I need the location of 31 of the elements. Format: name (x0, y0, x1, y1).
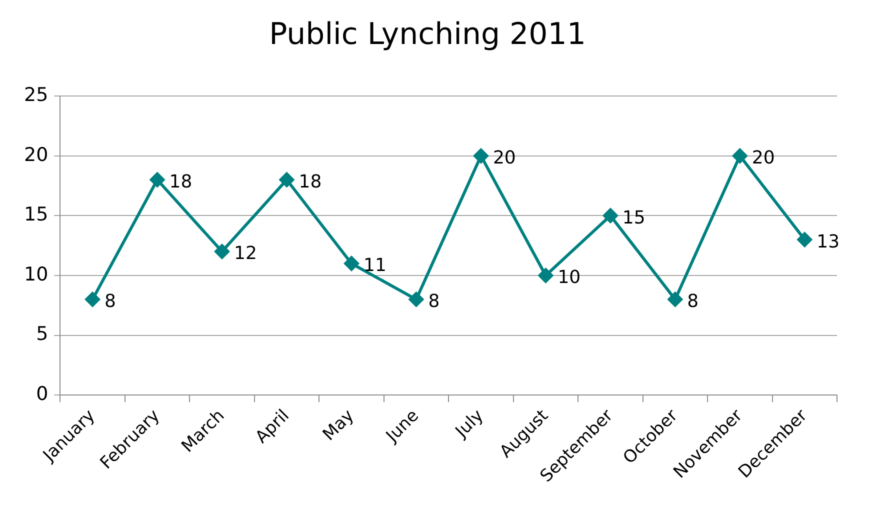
point (149, 172, 166, 188)
data-label: 12 (234, 243, 257, 264)
point (408, 291, 424, 308)
chart-title: Public Lynching 2011 (269, 16, 586, 52)
data-label: 8 (104, 291, 116, 312)
y-tick-label: 5 (36, 323, 48, 346)
y-tick-label: 20 (24, 144, 48, 166)
point (732, 148, 748, 164)
data-label: 18 (298, 171, 322, 192)
data-label: 20 (492, 148, 516, 168)
point (472, 148, 489, 164)
point (667, 291, 684, 308)
point (796, 232, 813, 248)
y-tick-label: 10 (24, 263, 48, 286)
data-label: 18 (169, 171, 192, 192)
data-label: 8 (687, 291, 699, 312)
point (214, 244, 230, 260)
point (84, 291, 101, 308)
data-label: 11 (363, 255, 386, 276)
data-label: 10 (558, 267, 581, 288)
y-tick-label: 15 (24, 204, 48, 226)
point (538, 267, 554, 284)
point (343, 256, 360, 272)
data-label: 15 (622, 207, 646, 228)
data-label: 13 (816, 231, 840, 252)
y-tick-label: 25 (24, 84, 48, 106)
data-label: 8 (428, 291, 440, 312)
data-label: 20 (752, 148, 775, 168)
point (602, 208, 618, 224)
point (278, 172, 295, 188)
y-tick-label: 0 (36, 383, 48, 406)
